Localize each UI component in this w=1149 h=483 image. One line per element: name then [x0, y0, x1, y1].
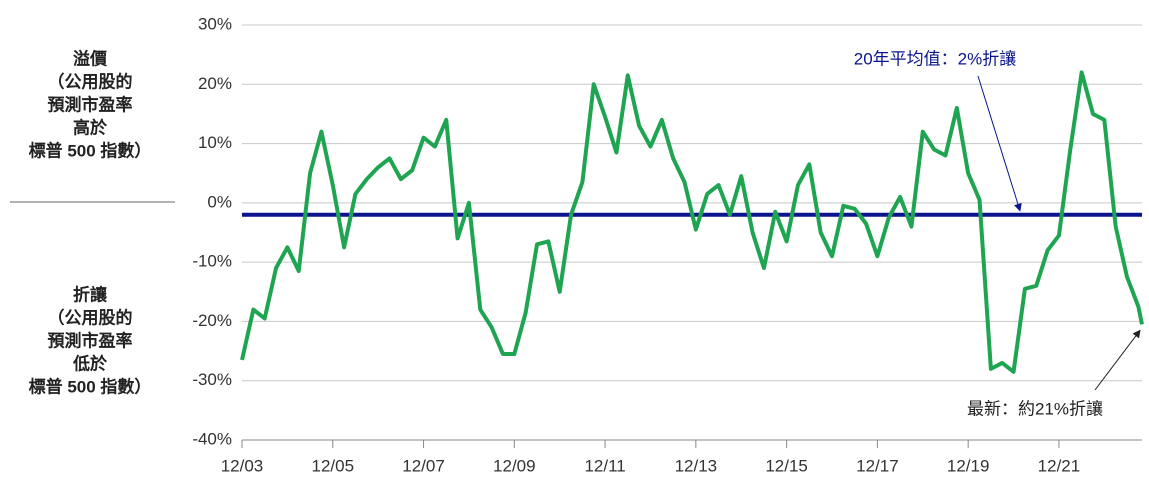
y-axis-label: 標普 500 指數）: [29, 140, 152, 160]
y-axis-label: （公用股的: [48, 71, 133, 91]
y-axis-label: 標普 500 指數）: [29, 376, 152, 396]
data-line: [240, 70, 1144, 374]
x-tick-label: 12/11: [584, 456, 625, 475]
y-tick-label: -20%: [192, 311, 232, 330]
y-tick-label: -40%: [192, 429, 232, 448]
y-axis-label: 預測市盈率: [48, 330, 133, 350]
x-tick-label: 12/21: [1038, 456, 1081, 475]
y-axis-label: 溢價: [73, 48, 108, 68]
x-tick-label: 12/19: [947, 456, 990, 475]
x-tick-label: 12/15: [765, 456, 808, 475]
y-axis-label: 折讓: [73, 284, 108, 304]
annotation: 20年平均值：2%折讓: [854, 48, 1016, 68]
x-tick-label: 12/17: [856, 456, 899, 475]
y-axis-label: （公用股的: [48, 307, 133, 327]
y-tick-label: 20%: [198, 74, 232, 93]
annotation-arrow: [977, 75, 1022, 212]
y-tick-label: 10%: [198, 133, 232, 152]
y-axis-label: 高於: [73, 117, 108, 137]
annotation: 最新：約21%折讓: [967, 398, 1103, 418]
x-tick-label: 12/05: [311, 456, 354, 475]
y-tick-label: -30%: [192, 370, 232, 389]
x-tick-label: 12/09: [493, 456, 536, 475]
x-tick-label: 12/03: [221, 456, 264, 475]
y-axis-label: 預測市盈率: [48, 94, 133, 114]
y-axis-label: 低於: [72, 353, 108, 373]
y-tick-label: -10%: [192, 252, 232, 271]
x-tick-label: 12/13: [675, 456, 718, 475]
y-tick-label: 30%: [198, 14, 232, 33]
x-tick-label: 12/07: [402, 456, 445, 475]
annotation-arrow: [1094, 329, 1141, 391]
y-tick-label: 0%: [207, 192, 232, 211]
